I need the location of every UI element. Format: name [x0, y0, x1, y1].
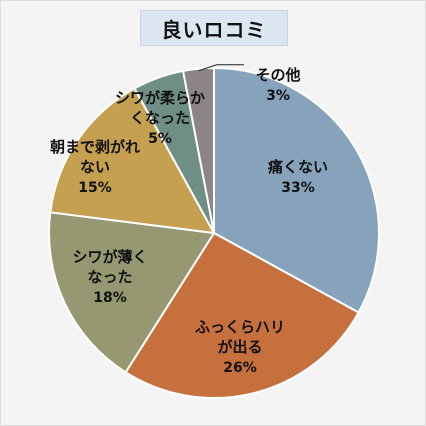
- slice-label-text: くなった: [130, 109, 190, 127]
- slice-label-text: ない: [80, 158, 110, 176]
- slice-label-text: 痛くない: [267, 158, 328, 176]
- pie-slice: [48, 211, 216, 374]
- slice-label-text: が出る: [217, 338, 262, 356]
- pie-slice: [49, 87, 216, 235]
- slice-label-text: シワが薄く: [72, 248, 147, 266]
- pie-slice: [181, 66, 215, 234]
- slice-label: 痛くない 33%: [267, 158, 328, 196]
- slice-label-text: 朝まで剥がれ: [50, 138, 140, 156]
- slice-percent: 33%: [281, 180, 315, 196]
- slice-label-text: シワが柔らか: [115, 89, 205, 107]
- slice-label-text: その他: [255, 66, 300, 84]
- slice-label-text: ふっくらハリ: [195, 318, 285, 336]
- slice-percent: 15%: [78, 180, 112, 196]
- slice-label: その他 3%: [255, 66, 300, 104]
- pie-slice: [124, 231, 360, 399]
- slice-label-text: なった: [87, 268, 132, 286]
- slice-percent: 3%: [266, 88, 290, 104]
- chart-title: 良いロコミ: [140, 10, 288, 46]
- slice-percent: 26%: [223, 360, 257, 376]
- pie-slice: [213, 66, 380, 314]
- slice-percent: 18%: [93, 290, 127, 306]
- slice-percent: 5%: [148, 131, 172, 147]
- leader-line: [198, 64, 244, 72]
